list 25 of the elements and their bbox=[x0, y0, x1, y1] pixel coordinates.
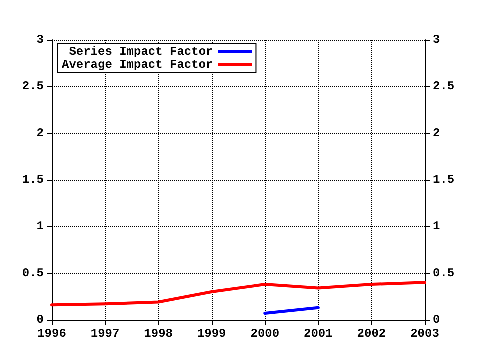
y2-tick-label: 0.5 bbox=[433, 266, 455, 280]
y-tick-label: 0 bbox=[36, 313, 44, 327]
x-tick-label: 2001 bbox=[304, 327, 333, 341]
y2-tick-label: 2 bbox=[433, 126, 440, 140]
y-tick-label: 0.5 bbox=[22, 266, 44, 280]
x-tick-label: 2000 bbox=[250, 327, 280, 341]
x-tick-label: 2003 bbox=[410, 327, 440, 341]
y-tick-label: 2 bbox=[36, 126, 44, 140]
y2-tick-label: 3 bbox=[433, 33, 440, 47]
line-series bbox=[50, 281, 426, 307]
y-tick-label: 2.5 bbox=[22, 80, 44, 94]
y-tick-label: 1.5 bbox=[22, 173, 44, 187]
y2-tick-label: 2.5 bbox=[433, 80, 455, 94]
y2-tick-label: 1.5 bbox=[433, 173, 455, 187]
x-tick-label: 2002 bbox=[357, 327, 386, 341]
legend-label: Series Impact Factor bbox=[69, 45, 214, 59]
legend-label: Average Impact Factor bbox=[62, 58, 214, 72]
x-tick-label: 1996 bbox=[38, 327, 66, 341]
x-tick-label: 1999 bbox=[197, 327, 226, 341]
x-tick-label: 1998 bbox=[144, 327, 173, 341]
y2-tick-label: 1 bbox=[433, 220, 440, 234]
y-tick-label: 3 bbox=[36, 33, 44, 47]
y-tick-label: 1 bbox=[36, 220, 44, 234]
x-tick-label: 1997 bbox=[90, 327, 120, 341]
y2-tick-label: 0 bbox=[433, 313, 440, 327]
